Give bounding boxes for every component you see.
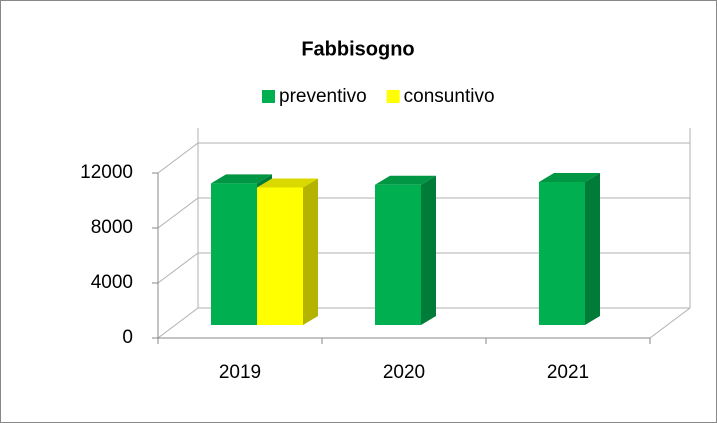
bar-side [303,178,318,325]
y-tick-label: 0 [122,327,133,348]
chart-title: Fabbisogno [301,38,414,60]
grid-line [157,252,690,284]
bar-top [211,174,272,184]
bar-side [421,175,436,325]
y-tick-label: 8000 [91,217,133,238]
bar-front [375,184,421,325]
bar-top [539,173,600,182]
bar-top [375,175,436,185]
grid-line [157,142,690,174]
grid-line [157,307,690,339]
legend-label: consuntivo [404,86,495,107]
y-tick-label: 4000 [91,272,133,293]
floor-edge [649,307,691,339]
x-tick-label: 2019 [219,362,261,383]
bar [539,173,600,325]
bar-top [257,178,318,188]
bar-front [257,187,303,325]
x-tick-label: 2021 [547,362,589,383]
bar-front [539,182,585,325]
bar-side [585,173,600,325]
bar [257,178,318,325]
legend-label: preventivo [279,86,367,107]
bar-front [211,183,257,325]
grid-line [157,197,690,229]
y-tick-label: 12000 [80,162,133,183]
x-tick-label: 2020 [383,362,425,383]
legend-swatch [262,90,275,103]
legend-swatch [386,90,400,103]
bar [375,175,436,325]
